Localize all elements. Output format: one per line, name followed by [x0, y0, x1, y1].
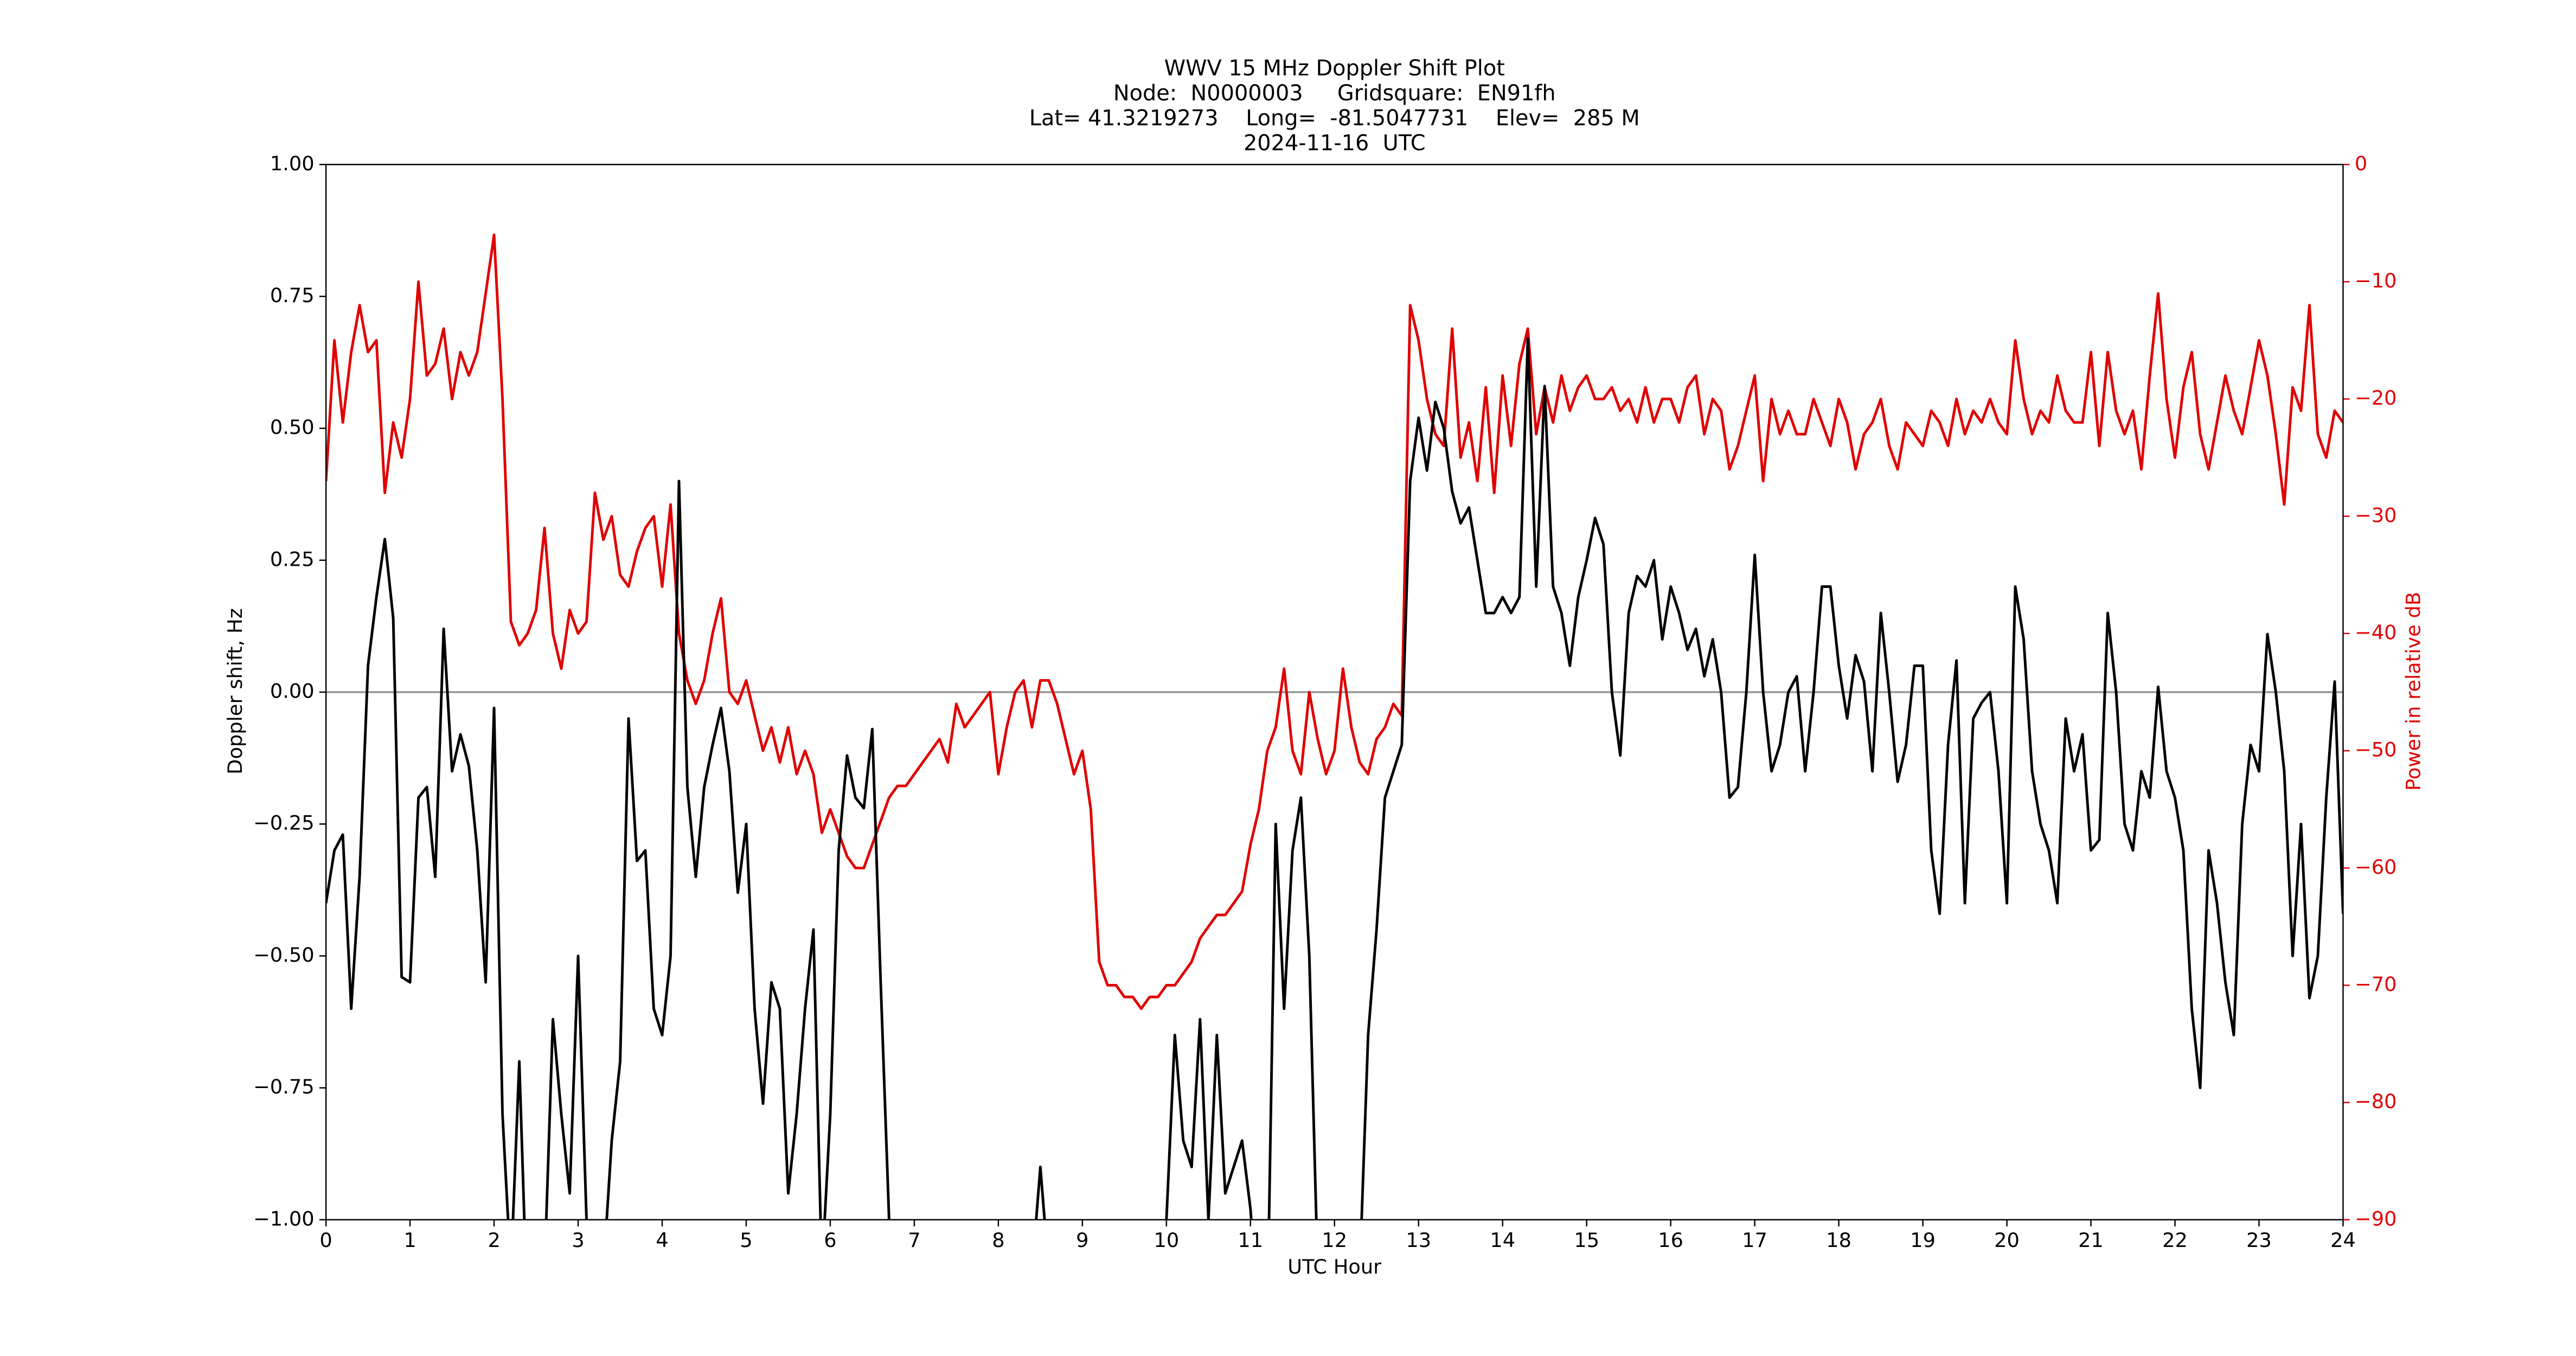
y2-tick-label: −70: [2355, 973, 2397, 996]
x-axis-label: UTC Hour: [1287, 1255, 1382, 1278]
y2-tick-label: −80: [2355, 1090, 2397, 1113]
y-tick-label: 0.00: [270, 680, 315, 703]
y-axis-label: Doppler shift, Hz: [223, 608, 247, 775]
chart-title: WWV 15 MHz Doppler Shift Plot: [1164, 56, 1505, 81]
y-tick-label: −1.00: [253, 1207, 315, 1230]
y2-tick-label: −30: [2355, 503, 2397, 527]
x-tick-label: 24: [2330, 1229, 2356, 1252]
chart-subtitle: Lat= 41.3219273 Long= -81.5047731 Elev= …: [1029, 106, 1640, 131]
plot-area: [326, 233, 2343, 1220]
x-tick-label: 8: [992, 1229, 1004, 1252]
x-tick-label: 22: [2162, 1229, 2188, 1252]
y2-tick-label: 0: [2355, 152, 2367, 175]
x-tick-label: 5: [740, 1229, 752, 1252]
chart-subtitle: Node: N0000003 Gridsquare: EN91fh: [1113, 81, 1556, 106]
x-tick-label: 20: [1994, 1229, 2020, 1252]
y2-tick-label: −60: [2355, 855, 2397, 879]
x-tick-label: 12: [1322, 1229, 1347, 1252]
y2-tick-label: −10: [2355, 269, 2397, 292]
x-tick-label: 23: [2246, 1229, 2272, 1252]
chart-subtitle: 2024-11-16 UTC: [1244, 131, 1426, 156]
x-tick-label: 7: [908, 1229, 920, 1252]
x-tick-label: 0: [319, 1229, 332, 1252]
y2-tick-label: −90: [2355, 1207, 2397, 1230]
x-tick-label: 16: [1658, 1229, 1683, 1252]
x-tick-label: 9: [1076, 1229, 1088, 1252]
y-tick-label: −0.50: [253, 943, 315, 967]
x-tick-label: 1: [403, 1229, 416, 1252]
y2-tick-label: −20: [2355, 386, 2397, 410]
plot-frame: [325, 164, 2344, 1220]
y-tick-label: −0.75: [253, 1075, 315, 1098]
series-line: [326, 337, 2343, 1220]
x-tick-label: 21: [2078, 1229, 2104, 1252]
y-tick-label: 0.75: [270, 284, 315, 307]
series-line: [326, 233, 2343, 1010]
y-tick-label: −0.25: [253, 811, 315, 835]
x-tick-label: 2: [488, 1229, 500, 1252]
y2-tick-label: −40: [2355, 621, 2397, 644]
y-tick-label: 0.25: [270, 547, 315, 571]
x-tick-label: 6: [824, 1229, 836, 1252]
x-tick-label: 17: [1742, 1229, 1767, 1252]
x-tick-label: 4: [656, 1229, 668, 1252]
x-tick-label: 11: [1238, 1229, 1263, 1252]
x-tick-label: 19: [1910, 1229, 1936, 1252]
x-tick-label: 14: [1490, 1229, 1515, 1252]
x-tick-label: 18: [1826, 1229, 1851, 1252]
x-tick-label: 10: [1154, 1229, 1179, 1252]
y-tick-label: 0.50: [270, 415, 315, 439]
y2-tick-label: −50: [2355, 738, 2397, 762]
x-tick-label: 15: [1574, 1229, 1599, 1252]
x-tick-label: 13: [1406, 1229, 1431, 1252]
y-tick-label: 1.00: [270, 152, 315, 175]
x-tick-label: 3: [572, 1229, 584, 1252]
y2-axis-label: Power in relative dB: [2402, 592, 2425, 791]
